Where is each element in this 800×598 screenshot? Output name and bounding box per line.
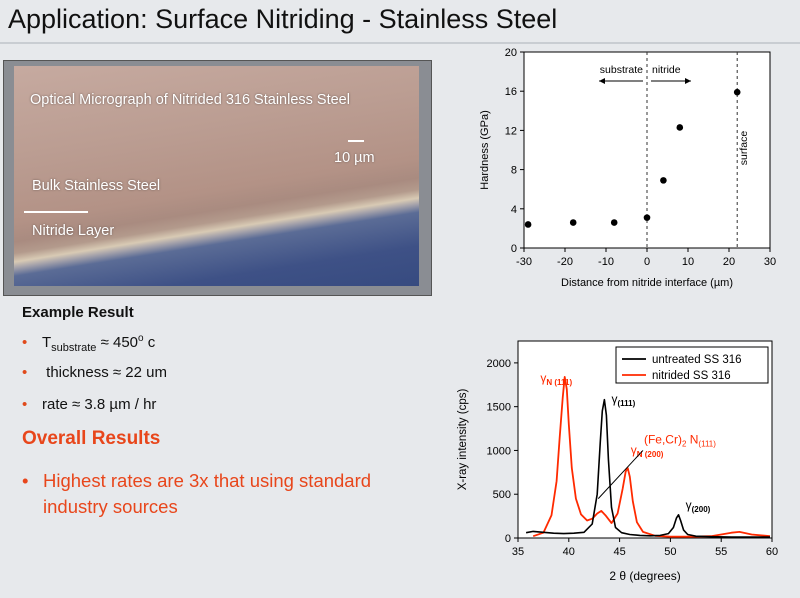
t-unit: c (143, 334, 156, 351)
rate-text: rate ≈ 3.8 µm / hr (42, 396, 157, 413)
micrograph-frame: Optical Micrograph of Nitrided 316 Stain… (3, 60, 432, 296)
x-axis-label: Distance from nitride interface (µm) (561, 277, 733, 289)
legend-label: nitrided SS 316 (652, 370, 731, 382)
peak-gamma: γ (540, 371, 546, 385)
series-line-nitrided (532, 376, 771, 538)
x-axis-label: 2 θ (degrees) (609, 569, 680, 583)
xrd-chart: 35 40 45 50 55 60 0 500 1000 1500 2000 2 θ (degrees… (457, 340, 778, 583)
hardness-point (676, 124, 684, 131)
peak-sub: (111) (617, 399, 635, 408)
series-line-untreated (525, 398, 770, 538)
hardness-point (660, 177, 667, 184)
hardness-chart: -30 -20 -10 0 10 20 30 0 4 8 12 16 20 Distance from n… (479, 47, 776, 289)
x-tick-label: 0 (644, 256, 650, 268)
hardness-point (610, 219, 618, 226)
y-tick-label: 12 (505, 125, 517, 137)
fecr-pointer (597, 450, 644, 499)
peak-gamma: γ (631, 443, 637, 457)
y-tick-label: 1000 (487, 445, 511, 457)
bullet-thickness: • thickness ≈ 22 um (22, 364, 167, 381)
arrowhead-substrate (599, 78, 605, 84)
fecr-annotation: (Fe,Cr)2 N(111) (644, 432, 716, 448)
peak-label: γ(200) (686, 498, 711, 514)
scale-bar (348, 140, 364, 142)
bullet-dot: • (22, 470, 29, 491)
x-tick-label: 55 (715, 546, 727, 558)
title-divider (0, 42, 800, 44)
bullet-rate: • rate ≈ 3.8 µm / hr (22, 396, 156, 413)
t-rel: ≈ 450 (96, 334, 139, 351)
xrd-series (525, 376, 771, 538)
y-tick-label: 20 (505, 47, 517, 59)
x-tick-label: 40 (563, 546, 575, 558)
x-tick-label: -30 (516, 256, 532, 268)
scale-label: 10 µm (334, 150, 375, 166)
y-tick-label: 500 (493, 489, 511, 501)
fecr-sub2: (111) (698, 439, 716, 448)
nitride-layer-label: Nitride Layer (32, 223, 115, 239)
highlight-line-2: industry sources (43, 496, 178, 517)
micrograph-caption: Optical Micrograph of Nitrided 316 Stain… (30, 92, 350, 108)
example-result-heading: Example Result (22, 304, 134, 321)
t-sub: substrate (51, 342, 97, 354)
x-tick-label: 35 (512, 546, 524, 558)
x-tick-label: 30 (764, 256, 776, 268)
highlight-line-1: Highest rates are 3x that using standard (43, 470, 372, 491)
x-tick-label: 60 (766, 546, 778, 558)
peak-label: γN (111) (540, 371, 572, 387)
bulk-label: Bulk Stainless Steel (32, 178, 161, 194)
y-tick-label: 1500 (487, 402, 511, 414)
y-axis-label: X-ray intensity (cps) (457, 389, 469, 491)
micrograph-image: Optical Micrograph of Nitrided 316 Stain… (14, 66, 419, 286)
legend-box (615, 346, 769, 384)
y-tick-label: 8 (511, 165, 517, 177)
y-tick-label: 2000 (487, 358, 511, 370)
peak-sub: N (200) (637, 450, 664, 459)
t-main: T (42, 334, 52, 351)
bullet-temperature: • Tsubstrate ≈ 450o c (22, 333, 155, 354)
t-sup: o (138, 333, 144, 344)
overall-results-heading: Overall Results (22, 428, 161, 449)
x-tick-label: -20 (557, 256, 573, 268)
thickness-text: thickness ≈ 22 um (42, 364, 167, 381)
annot-substrate: substrate (600, 64, 643, 76)
annot-surface: surface (738, 131, 750, 166)
fecr-main: (Fe,Cr) (644, 432, 682, 446)
x-tick-label: 50 (664, 546, 676, 558)
x-tick-label: 10 (682, 256, 694, 268)
annot-nitride: nitride (652, 64, 681, 76)
hardness-point (569, 219, 577, 226)
legend-label: untreated SS 316 (652, 354, 742, 366)
fecr-mid: N (686, 432, 698, 446)
arrowhead-nitride (685, 78, 691, 84)
page-title: Application: Surface Nitriding - Stainle… (8, 4, 558, 34)
peak-gamma: γ (686, 498, 692, 512)
bullet-dot: • (22, 396, 28, 413)
hardness-point (643, 214, 651, 221)
bullet-dot: • (22, 364, 28, 381)
hardness-axes: -30 -20 -10 0 10 20 30 0 4 8 12 16 20 Distance from n… (479, 47, 776, 289)
fecr-sub1: 2 (682, 439, 687, 448)
x-tick-label: -10 (598, 256, 614, 268)
bullet-dot: • (22, 334, 28, 351)
hardness-annotations: substrate nitride surface (599, 64, 750, 165)
x-tick-label: 20 (723, 256, 735, 268)
peak-sub: N (111) (546, 378, 572, 387)
peak-gamma: γ (611, 392, 617, 406)
hardness-point (733, 88, 741, 96)
y-axis-label: Hardness (GPa) (479, 110, 491, 189)
peak-sub: (200) (692, 505, 711, 514)
hardness-points (524, 52, 741, 248)
hardness-point (524, 221, 532, 228)
y-tick-label: 0 (505, 533, 511, 545)
y-tick-label: 0 (511, 243, 517, 255)
peak-label: γ(111) (611, 392, 635, 408)
nitride-layer-line (24, 211, 88, 213)
y-tick-label: 16 (505, 86, 517, 98)
peak-label: γN (200) (631, 443, 664, 459)
y-tick-label: 4 (511, 204, 517, 216)
x-tick-label: 45 (613, 546, 625, 558)
